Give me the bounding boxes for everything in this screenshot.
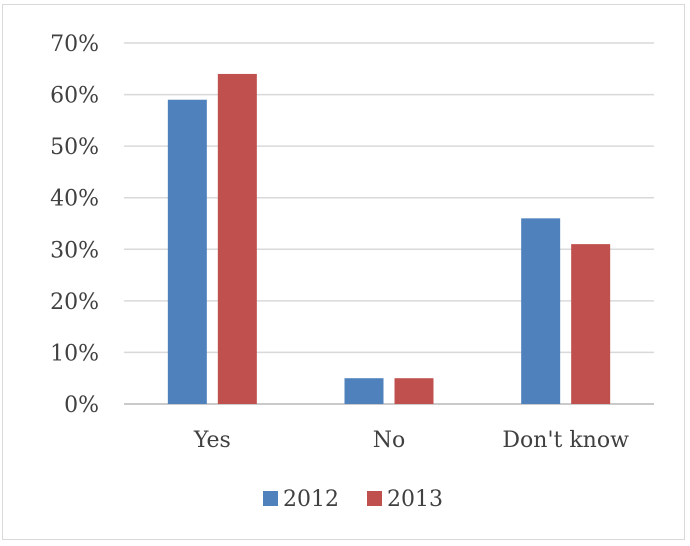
bar-chart: 0%10%20%30%40%50%60%70% Yes No Don't know …: [50, 32, 654, 512]
bar-2012: [521, 218, 561, 404]
y-tick-label: 70%: [50, 32, 99, 57]
legend-label-2013: 2013: [387, 487, 443, 512]
chart-frame: 0% 10% 20% 30% 40% 50% 60% 70% Yes No Don't know …: [2, 4, 685, 540]
y-tick-label: 10%: [50, 341, 99, 366]
bar-2012: [344, 378, 384, 404]
legend-swatch-2013: [367, 491, 382, 506]
bar-2012: [167, 99, 207, 404]
x-tick-label: No: [373, 428, 406, 453]
bar-2013: [571, 244, 611, 404]
legend-label-2012: 2012: [283, 487, 339, 512]
x-tick-label: Yes: [193, 428, 231, 453]
bar-2013: [394, 378, 434, 404]
x-axis: Yes No Don't know: [193, 428, 629, 453]
y-tick-label: 40%: [50, 187, 99, 212]
x-tick-label: Don't know: [502, 428, 629, 453]
bar-2013: [217, 73, 257, 404]
legend-swatch-2012: [263, 491, 278, 506]
legend: 2012 2013: [263, 487, 443, 512]
y-tick-label: 30%: [50, 238, 99, 263]
y-tick-label: 50%: [50, 135, 99, 160]
y-axis: 0% 10% 20% 30% 40% 50% 60% 70%: [50, 32, 99, 418]
y-tick-label: 20%: [50, 290, 99, 315]
y-tick-label: 0%: [64, 393, 99, 418]
y-tick-label: 60%: [50, 84, 99, 109]
gridlines: [124, 42, 654, 405]
bars: [167, 73, 611, 404]
